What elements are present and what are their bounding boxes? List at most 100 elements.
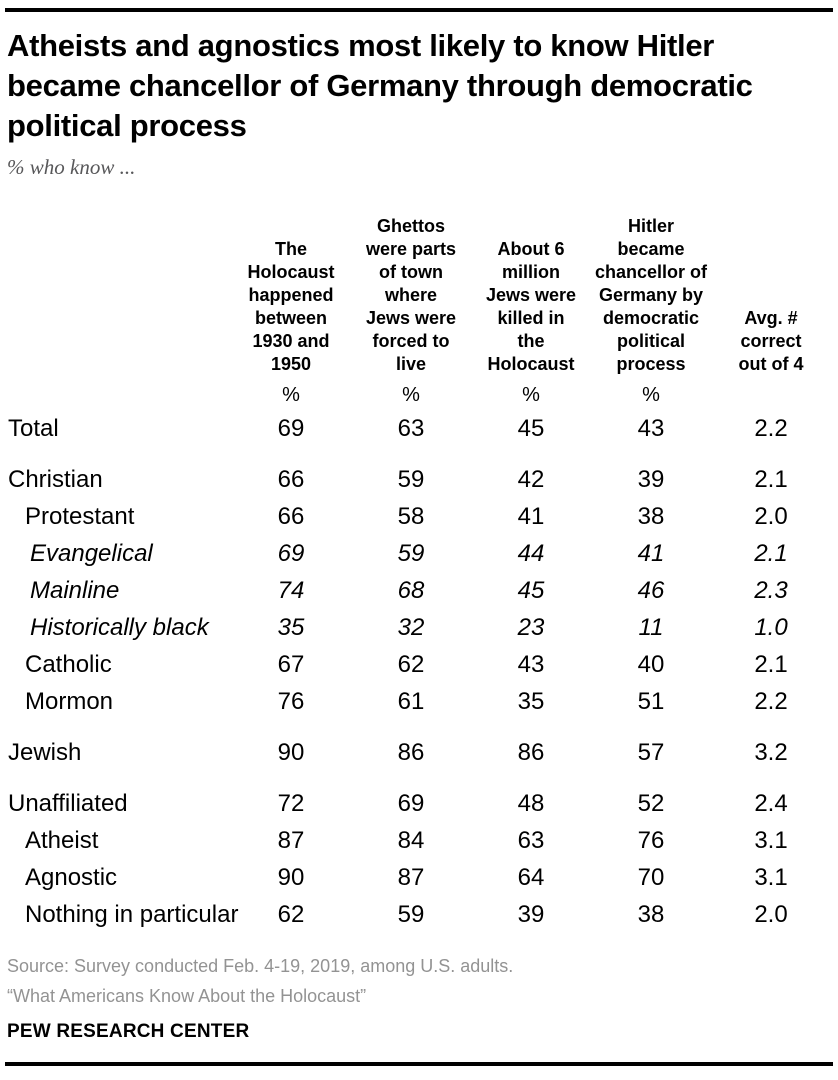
row-label: Mainline [30, 576, 120, 604]
table-row-christian: Christian 66 59 42 39 2.1 [5, 461, 833, 498]
cell-value: 35 [277, 613, 305, 641]
table-row-nothing-in-particular: Nothing in particular 62 59 39 38 2.0 [5, 896, 833, 933]
cell-value: 43 [517, 650, 545, 678]
cell-value: 1.0 [754, 613, 788, 641]
cell-value: 62 [277, 900, 305, 928]
cell-value: 64 [517, 863, 545, 891]
data-table: The Holocaust happened between 1930 and … [5, 204, 833, 933]
cell-value: 45 [517, 414, 545, 442]
cell-value: 84 [397, 826, 425, 854]
unit-label: % [522, 383, 540, 406]
cell-value: 59 [397, 900, 425, 928]
cell-value: 86 [517, 738, 545, 766]
table-row-atheist: Atheist 87 84 63 76 3.1 [5, 822, 833, 859]
cell-value: 59 [397, 539, 425, 567]
cell-value: 87 [397, 863, 425, 891]
cell-value: 48 [517, 789, 545, 817]
cell-value: 38 [637, 502, 665, 530]
bottom-rule [5, 1062, 833, 1066]
cell-value: 90 [277, 738, 305, 766]
row-label: Mormon [25, 687, 114, 715]
table-header-row: The Holocaust happened between 1930 and … [5, 204, 833, 376]
unit-label: % [642, 383, 660, 406]
row-label: Nothing in particular [25, 900, 239, 928]
cell-value: 40 [637, 650, 665, 678]
column-header-ghettos: Ghettos were parts of town where Jews we… [365, 216, 457, 374]
cell-value: 11 [638, 613, 664, 641]
row-label: Catholic [25, 650, 112, 678]
cell-value: 2.1 [754, 465, 788, 493]
row-label: Evangelical [30, 539, 153, 567]
cell-value: 2.4 [754, 789, 788, 817]
column-header-holocaust-happened: The Holocaust happened between 1930 and … [247, 239, 335, 374]
cell-value: 51 [637, 687, 665, 715]
report-page: Atheists and agnostics most likely to kn… [5, 8, 833, 1066]
cell-value: 70 [637, 863, 665, 891]
cell-value: 76 [277, 687, 305, 715]
cell-value: 39 [637, 465, 665, 493]
cell-value: 2.0 [754, 502, 788, 530]
cell-value: 46 [637, 576, 665, 604]
row-label: Unaffiliated [8, 789, 128, 817]
row-label: Atheist [25, 826, 99, 854]
cell-value: 44 [517, 539, 545, 567]
cell-value: 69 [277, 414, 305, 442]
cell-value: 2.3 [754, 576, 788, 604]
cell-value: 63 [397, 414, 425, 442]
cell-value: 2.1 [754, 539, 788, 567]
top-rule [5, 8, 833, 12]
cell-value: 3.1 [754, 826, 788, 854]
table-row-total: Total 69 63 45 43 2.2 [5, 410, 833, 447]
cell-value: 3.1 [754, 863, 788, 891]
cell-value: 41 [637, 539, 665, 567]
cell-value: 52 [637, 789, 665, 817]
cell-value: 69 [277, 539, 305, 567]
cell-value: 45 [517, 576, 545, 604]
cell-value: 61 [397, 687, 425, 715]
unit-label: % [282, 383, 300, 406]
footer-notes: Source: Survey conducted Feb. 4-19, 2019… [7, 951, 833, 1011]
cell-value: 87 [277, 826, 305, 854]
cell-value: 32 [397, 613, 425, 641]
table-row-evangelical: Evangelical 69 59 44 41 2.1 [5, 535, 833, 572]
row-label: Total [8, 414, 59, 442]
row-label: Protestant [25, 502, 135, 530]
unit-row: % % % % [5, 380, 833, 410]
cell-value: 2.0 [754, 900, 788, 928]
brand-name: PEW RESEARCH CENTER [7, 1021, 250, 1042]
cell-value: 2.2 [754, 687, 788, 715]
cell-value: 62 [397, 650, 425, 678]
unit-label: % [402, 383, 420, 406]
cell-value: 90 [277, 863, 305, 891]
cell-value: 76 [637, 826, 665, 854]
row-label: Agnostic [25, 863, 118, 891]
table-row-mainline: Mainline 74 68 45 46 2.3 [5, 572, 833, 609]
cell-value: 72 [277, 789, 305, 817]
cell-value: 66 [277, 465, 305, 493]
cell-value: 58 [397, 502, 425, 530]
column-header-six-million: About 6 million Jews were killed in the … [485, 239, 577, 374]
cell-value: 67 [277, 650, 305, 678]
table-row-mormon: Mormon 76 61 35 51 2.2 [5, 683, 833, 720]
cell-value: 41 [517, 502, 545, 530]
cell-value: 43 [637, 414, 665, 442]
cell-value: 23 [517, 613, 545, 641]
page-subtitle: % who know ... [7, 155, 136, 179]
cell-value: 86 [397, 738, 425, 766]
row-label: Christian [8, 465, 103, 493]
row-label: Jewish [8, 738, 82, 766]
cell-value: 38 [637, 900, 665, 928]
cell-value: 74 [277, 576, 305, 604]
row-label: Historically black [30, 613, 209, 641]
citation-note: “What Americans Know About the Holocaust… [7, 986, 367, 1006]
cell-value: 63 [517, 826, 545, 854]
table-row-unaffiliated: Unaffiliated 72 69 48 52 2.4 [5, 785, 833, 822]
table-row-agnostic: Agnostic 90 87 64 70 3.1 [5, 859, 833, 896]
cell-value: 35 [517, 687, 545, 715]
table-row-jewish: Jewish 90 86 86 57 3.2 [5, 734, 833, 771]
cell-value: 59 [397, 465, 425, 493]
cell-value: 68 [397, 576, 425, 604]
table-row-protestant: Protestant 66 58 41 38 2.0 [5, 498, 833, 535]
cell-value: 66 [277, 502, 305, 530]
source-note: Source: Survey conducted Feb. 4-19, 2019… [7, 956, 514, 976]
